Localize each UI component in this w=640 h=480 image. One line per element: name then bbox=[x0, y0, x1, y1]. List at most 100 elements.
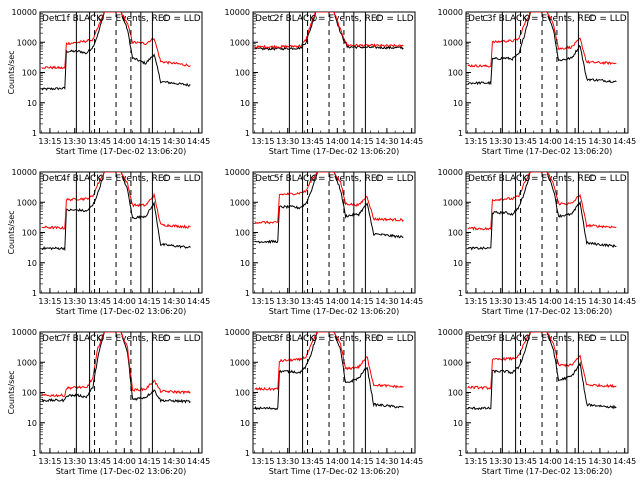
x-tick-label: 13:45 bbox=[301, 457, 324, 466]
x-tick-label: 14:30 bbox=[375, 457, 398, 466]
series-line-events bbox=[467, 172, 617, 251]
x-tick-label: 14:15 bbox=[351, 457, 374, 466]
x-tick-label: 14:30 bbox=[375, 297, 398, 306]
x-tick-label: 13:30 bbox=[63, 457, 86, 466]
y-tick-label: 1 bbox=[245, 129, 250, 138]
chart-panel-1: Det 1f BLACK = Events, RED = LLD 1 10 100 10… bbox=[7, 8, 210, 156]
marker-annotation: O bbox=[98, 334, 104, 343]
marker-annotation: C bbox=[57, 174, 63, 183]
marker-annotation: C bbox=[375, 334, 381, 343]
x-tick-label: 13:45 bbox=[514, 457, 537, 466]
y-tick-label: 10000 bbox=[12, 168, 37, 177]
x-tick-label: 14:45 bbox=[187, 137, 210, 146]
marker-annotation: C bbox=[57, 14, 63, 23]
y-tick-label: 1 bbox=[245, 449, 250, 458]
marker-annotation: C bbox=[483, 14, 489, 23]
x-tick-label: 14:45 bbox=[613, 457, 636, 466]
x-tick-label: 13:30 bbox=[489, 137, 512, 146]
x-tick-label: 14:30 bbox=[162, 137, 185, 146]
plot-area bbox=[254, 12, 404, 51]
y-tick-label: 1 bbox=[32, 449, 37, 458]
y-tick-label: 1 bbox=[245, 289, 250, 298]
x-tick-label: 13:15 bbox=[464, 137, 487, 146]
x-tick-label: 13:30 bbox=[276, 457, 299, 466]
chart-panel-7: Det 7f BLACK = Events, RED = LLD 1 10 100 10… bbox=[7, 328, 210, 476]
plot-area bbox=[254, 172, 404, 244]
y-tick-label: 1000 bbox=[230, 198, 250, 207]
plot-frame bbox=[39, 11, 203, 134]
marker-annotation: C bbox=[375, 14, 381, 23]
chart-title: Det 6f BLACK = Events, RED = LLD bbox=[468, 174, 627, 184]
x-tick-label: 14:00 bbox=[539, 457, 562, 466]
y-tick-label: 100 bbox=[235, 229, 250, 238]
y-tick-label: 10000 bbox=[12, 328, 37, 337]
y-tick-label: 10 bbox=[453, 99, 463, 108]
marker-annotation: C bbox=[483, 334, 489, 343]
series-line-lld bbox=[467, 332, 617, 391]
x-tick-label: 13:45 bbox=[88, 297, 111, 306]
x-axis-label: Start Time (17-Dec-02 13:06:20) bbox=[269, 307, 400, 316]
marker-annotation: C bbox=[588, 334, 594, 343]
plot-area bbox=[467, 12, 617, 86]
plot-area bbox=[467, 332, 617, 411]
series-line-lld bbox=[467, 172, 617, 231]
marker-annotation: O bbox=[524, 334, 530, 343]
x-tick-label: 13:30 bbox=[276, 297, 299, 306]
chart-panel-4: Det 4f BLACK = Events, RED = LLD 1 10 100 10… bbox=[7, 168, 210, 316]
x-tick-label: 14:45 bbox=[400, 297, 423, 306]
plot-frame bbox=[252, 331, 416, 454]
x-tick-label: 13:15 bbox=[251, 457, 274, 466]
y-tick-label: 1000 bbox=[230, 358, 250, 367]
x-axis-label: Start Time (17-Dec-02 13:06:20) bbox=[482, 467, 613, 476]
plot-frame bbox=[465, 171, 629, 294]
marker-annotation: C bbox=[270, 174, 276, 183]
plot-area bbox=[467, 172, 617, 251]
chart-title: Det 1f BLACK = Events, RED = LLD bbox=[42, 14, 201, 24]
y-tick-label: 10000 bbox=[225, 8, 250, 17]
y-tick-label: 100 bbox=[22, 229, 37, 238]
plot-frame bbox=[252, 171, 416, 294]
marker-annotation: C bbox=[162, 14, 168, 23]
y-tick-label: 100 bbox=[235, 389, 250, 398]
chart-panel-8: Det 8f BLACK = Events, RED = LLD 1 10 100 10… bbox=[225, 328, 424, 476]
y-tick-label: 1 bbox=[32, 289, 37, 298]
y-tick-label: 1000 bbox=[17, 358, 37, 367]
x-tick-label: 14:45 bbox=[187, 297, 210, 306]
chart-title: Det 2f BLACK = Events, RED = LLD bbox=[255, 14, 414, 24]
plot-area bbox=[41, 12, 191, 91]
y-tick-label: 10 bbox=[453, 259, 463, 268]
x-tick-label: 14:15 bbox=[138, 457, 161, 466]
marker-annotation: O bbox=[98, 14, 104, 23]
y-tick-label: 10 bbox=[240, 99, 250, 108]
x-tick-label: 14:00 bbox=[539, 137, 562, 146]
x-axis-label: Start Time (17-Dec-02 13:06:20) bbox=[269, 147, 400, 156]
x-tick-label: 14:00 bbox=[539, 297, 562, 306]
marker-annotation: C bbox=[483, 174, 489, 183]
x-tick-label: 14:00 bbox=[113, 457, 136, 466]
x-tick-label: 14:45 bbox=[187, 457, 210, 466]
x-tick-label: 14:15 bbox=[564, 137, 587, 146]
y-tick-label: 10 bbox=[453, 419, 463, 428]
y-tick-label: 10000 bbox=[438, 168, 463, 177]
plot-frame bbox=[39, 171, 203, 294]
x-tick-label: 14:15 bbox=[138, 297, 161, 306]
chart-title: Det 8f BLACK = Events, RED = LLD bbox=[255, 334, 414, 344]
y-tick-label: 100 bbox=[235, 69, 250, 78]
marker-annotation: C bbox=[270, 14, 276, 23]
marker-annotation: C bbox=[162, 334, 168, 343]
x-tick-label: 14:45 bbox=[613, 137, 636, 146]
x-tick-label: 14:15 bbox=[351, 297, 374, 306]
x-tick-label: 14:30 bbox=[162, 457, 185, 466]
y-tick-label: 1 bbox=[32, 129, 37, 138]
x-axis-label: Start Time (17-Dec-02 13:06:20) bbox=[56, 307, 187, 316]
series-line-lld bbox=[254, 172, 404, 225]
x-tick-label: 13:30 bbox=[276, 137, 299, 146]
y-tick-label: 10 bbox=[27, 99, 37, 108]
x-tick-label: 14:00 bbox=[113, 297, 136, 306]
marker-annotation: C bbox=[270, 334, 276, 343]
chart-panel-3: Det 3f BLACK = Events, RED = LLD 1 10 100 10… bbox=[438, 8, 637, 156]
series-line-events bbox=[254, 332, 404, 411]
chart-title: Det 7f BLACK = Events, RED = LLD bbox=[42, 334, 201, 344]
y-tick-label: 10000 bbox=[225, 328, 250, 337]
y-tick-label: 100 bbox=[22, 69, 37, 78]
